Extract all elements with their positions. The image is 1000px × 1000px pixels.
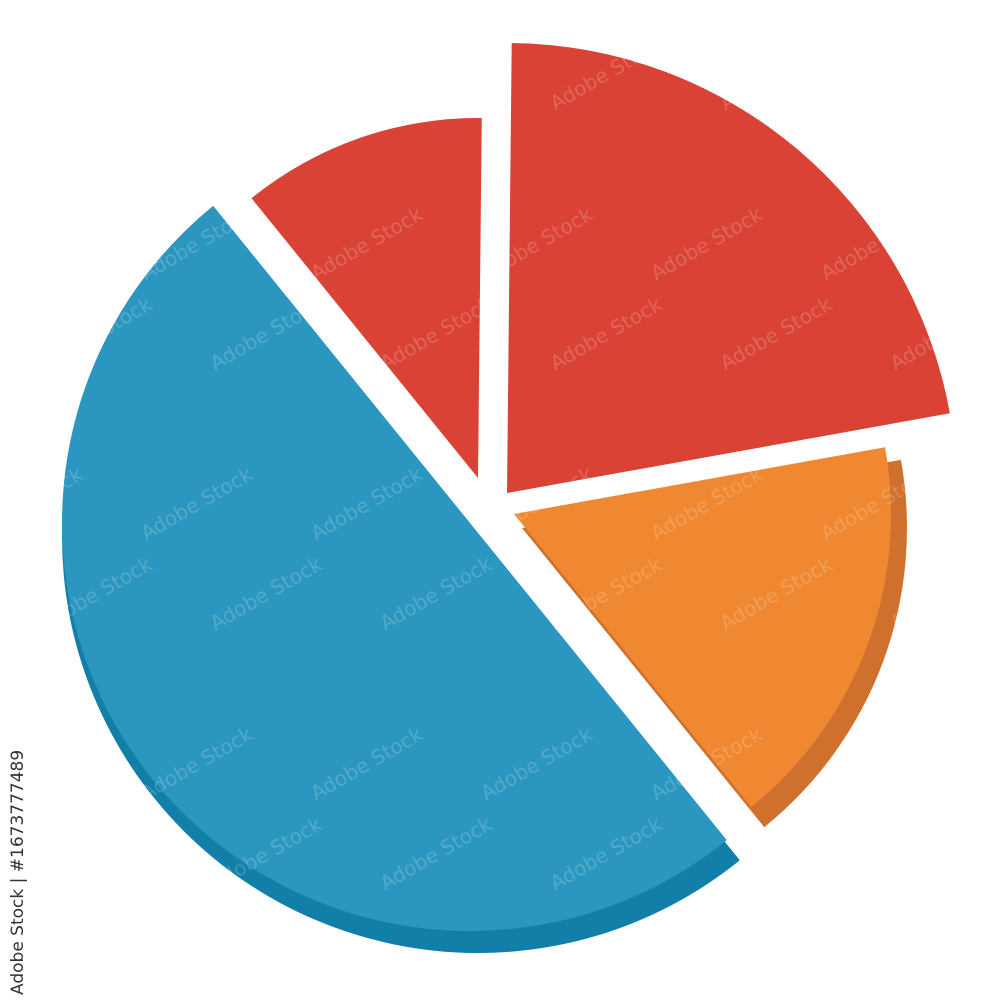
watermark-text: Adobe Stock [886,812,1000,895]
watermark-text: Adobe Stock [0,0,87,25]
watermark-text: Adobe Stock [206,32,327,115]
watermark-text: Adobe Stock [36,812,157,895]
watermark-text: Adobe Stock [36,32,157,115]
pie-slice-1 [251,118,482,479]
watermark-text: Adobe Stock [306,0,427,25]
pie-slice-4 [62,205,727,932]
watermark-text: Adobe Stock [646,0,767,25]
watermark-text: Adobe Stock [986,0,1000,25]
watermark-text: Adobe Stock [816,0,937,25]
watermark-text: Adobe Stock [476,0,597,25]
watermark-text: Adobe Stock [0,202,87,285]
pie-slice-2 [507,43,950,494]
watermark-text: Adobe Stock [886,32,1000,115]
watermark-text: Adobe Stock [376,32,497,115]
watermark-text: Adobe Stock [986,462,1000,545]
watermark-text: Adobe Stock [716,32,837,115]
watermark-text: Adobe Stock [986,722,1000,805]
watermark-text: Adobe Stock [986,202,1000,285]
stock-id-label: Adobe Stock | #1673777489 [8,749,28,995]
watermark-text: Adobe Stock [136,0,257,25]
pie-slice-3 [514,447,891,807]
